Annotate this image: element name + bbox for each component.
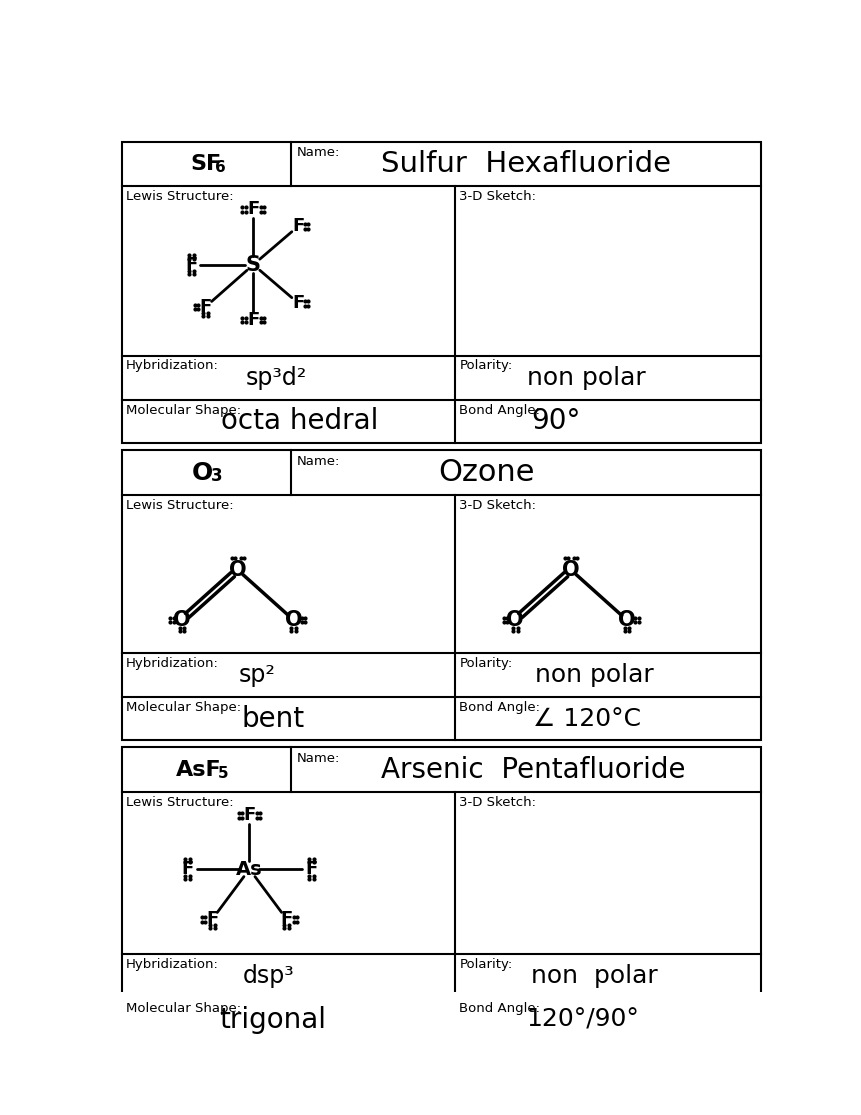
Text: F: F [244,806,256,824]
Text: Polarity:: Polarity: [460,657,512,670]
Text: Hybridization:: Hybridization: [127,657,219,670]
Text: O: O [618,610,635,630]
Text: trigonal: trigonal [220,1006,326,1034]
Text: 3-D Sketch:: 3-D Sketch: [460,190,536,203]
Text: 3-D Sketch:: 3-D Sketch: [460,796,536,809]
Text: non  polar: non polar [531,964,658,988]
Text: Sulfur  Hexafluoride: Sulfur Hexafluoride [381,149,671,177]
Text: SF: SF [190,154,221,174]
Text: Bond Angle:: Bond Angle: [460,404,541,417]
Text: Arsenic  Pentafluoride: Arsenic Pentafluoride [381,756,685,784]
Text: Bond Angle:: Bond Angle: [460,701,541,715]
Text: F: F [247,201,259,219]
Text: bent: bent [241,705,304,733]
Text: F: F [247,311,259,329]
Text: O: O [562,560,580,580]
Text: 3-D Sketch:: 3-D Sketch: [460,498,536,512]
Bar [121,450,761,739]
Text: Molecular Shape:: Molecular Shape: [127,404,241,417]
Text: Hybridization:: Hybridization: [127,359,219,372]
Text: As: As [236,860,263,879]
Text: 90°: 90° [531,407,580,435]
Text: F: F [306,860,318,879]
Text: Lewis Structure:: Lewis Structure: [127,190,234,203]
Text: octa hedral: octa hedral [221,407,379,435]
Text: non polar: non polar [535,663,653,687]
Text: Polarity:: Polarity: [460,359,512,372]
Bar [121,747,761,1041]
Text: Molecular Shape:: Molecular Shape: [127,1002,241,1016]
Text: Lewis Structure:: Lewis Structure: [127,796,234,809]
Text: O: O [285,610,302,630]
Text: sp³d²: sp³d² [246,366,307,390]
Text: O: O [229,560,246,580]
Text: AsF: AsF [176,759,221,779]
Text: Name:: Name: [297,753,340,765]
Text: F: F [185,255,197,273]
Text: sp²: sp² [238,663,276,687]
Text: S: S [246,254,261,274]
Text: O: O [191,460,213,485]
Text: 3: 3 [211,467,223,485]
Text: dsp³: dsp³ [243,964,294,988]
Text: F: F [182,860,194,879]
Text: F: F [292,294,305,312]
Text: Polarity:: Polarity: [460,958,512,971]
Text: non polar: non polar [527,366,646,390]
Text: 5: 5 [218,766,228,782]
Text: Hybridization:: Hybridization: [127,958,219,971]
Text: ∠ 120°C: ∠ 120°C [533,707,641,730]
Text: 6: 6 [214,161,226,175]
Text: 120°/90°: 120°/90° [526,1008,639,1031]
Text: F: F [206,910,219,928]
Bar [121,142,761,443]
Text: Ozone: Ozone [439,458,536,487]
Text: O: O [506,610,524,630]
Text: F: F [281,910,293,928]
Text: Molecular Shape:: Molecular Shape: [127,701,241,715]
Text: F: F [199,298,212,316]
Text: F: F [292,217,305,235]
Text: Name:: Name: [297,146,340,159]
Text: Bond Angle:: Bond Angle: [460,1002,541,1016]
Text: O: O [173,610,191,630]
Text: Lewis Structure:: Lewis Structure: [127,498,234,512]
Text: Name:: Name: [297,455,340,468]
